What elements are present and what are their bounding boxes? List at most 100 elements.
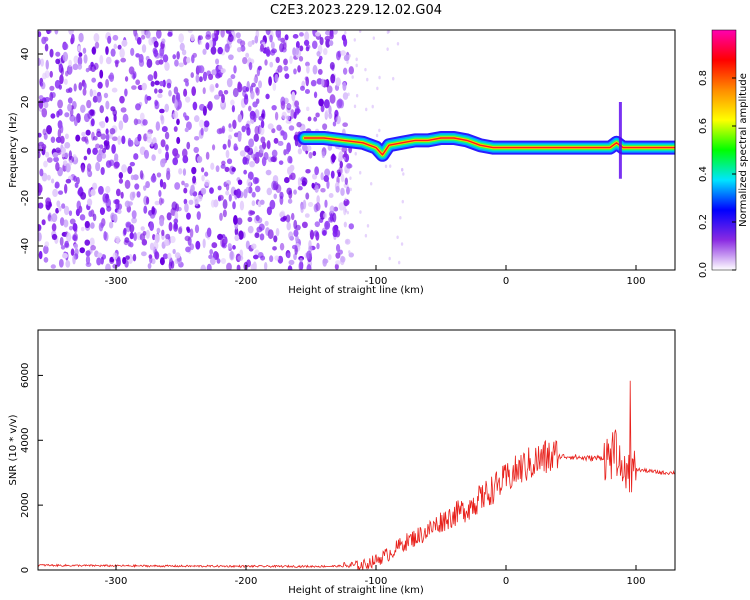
noise-speckle: [105, 128, 109, 135]
noise-speckle: [95, 161, 101, 172]
noise-speckle: [100, 256, 104, 265]
noise-speckle: [255, 151, 260, 158]
noise-speckle: [255, 215, 260, 222]
noise-speckle: [176, 118, 180, 126]
noise-speckle: [178, 168, 183, 175]
noise-speckle: [190, 72, 194, 79]
noise-speckle: [286, 221, 291, 231]
noise-speckle: [124, 200, 131, 208]
bottom-x-tick-label: 0: [503, 576, 509, 587]
noise-speckle: [293, 253, 297, 261]
noise-speckle: [90, 109, 96, 117]
noise-speckle: [299, 32, 304, 37]
noise-speckle: [100, 223, 105, 229]
noise-speckle: [89, 88, 93, 97]
noise-speckle: [260, 119, 265, 129]
noise-speckle: [96, 257, 102, 266]
top-x-axis-label: Height of straight line (km): [288, 285, 424, 296]
noise-speckle: [50, 136, 56, 144]
noise-speckle: [226, 262, 232, 270]
top-y-tick-label: 20: [20, 96, 31, 109]
noise-speckle: [74, 248, 79, 257]
noise-speckle: [38, 31, 42, 38]
noise-speckle: [162, 79, 166, 88]
noise-speckle: [274, 73, 279, 83]
noise-speckle: [288, 231, 294, 240]
noise-speckle: [353, 38, 356, 42]
noise-speckle: [113, 43, 118, 50]
colorbar-tick-label: 0.6: [698, 118, 709, 134]
noise-speckle: [123, 227, 127, 236]
noise-speckle: [67, 103, 72, 112]
noise-speckle: [306, 250, 312, 260]
noise-speckle: [337, 98, 343, 108]
noise-speckle: [273, 193, 278, 200]
noise-speckle: [92, 182, 98, 190]
noise-speckle: [157, 148, 162, 155]
noise-speckle: [165, 151, 169, 161]
noise-speckle: [206, 227, 212, 238]
noise-speckle: [115, 188, 121, 197]
noise-speckle: [330, 73, 336, 84]
noise-speckle: [219, 212, 223, 221]
noise-speckle: [154, 88, 158, 94]
noise-speckle: [142, 185, 147, 191]
noise-speckle: [110, 106, 116, 112]
noise-speckle: [140, 34, 146, 40]
noise-speckle: [146, 136, 153, 143]
noise-speckle: [338, 202, 345, 211]
noise-speckle: [324, 109, 329, 119]
noise-speckle: [196, 211, 201, 220]
noise-speckle: [143, 149, 150, 159]
noise-speckle: [333, 206, 339, 212]
noise-speckle: [181, 180, 185, 186]
noise-speckle: [206, 263, 212, 270]
noise-speckle: [316, 242, 320, 250]
noise-speckle: [246, 178, 252, 188]
noise-speckle: [284, 73, 290, 79]
noise-speckle: [55, 161, 60, 172]
noise-speckle: [82, 47, 87, 54]
noise-speckle: [160, 139, 166, 148]
noise-speckle: [77, 56, 83, 66]
noise-speckle: [162, 54, 169, 63]
noise-speckle: [60, 245, 66, 250]
noise-speckle: [221, 160, 226, 166]
noise-speckle: [291, 91, 296, 102]
noise-speckle: [60, 67, 65, 76]
noise-speckle: [131, 217, 137, 224]
noise-speckle: [154, 99, 159, 107]
noise-speckle: [347, 92, 350, 97]
noise-speckle: [215, 83, 219, 89]
noise-speckle: [217, 185, 222, 191]
noise-speckle: [96, 92, 102, 103]
noise-speckle: [224, 43, 230, 53]
noise-speckle: [166, 82, 172, 89]
noise-speckle: [269, 34, 273, 43]
noise-speckle: [50, 113, 56, 119]
noise-speckle: [263, 261, 268, 270]
noise-speckle: [92, 213, 97, 222]
noise-speckle: [171, 201, 178, 211]
noise-speckle: [371, 104, 374, 109]
noise-speckle: [400, 242, 404, 246]
colorbar-tick-label: 0.8: [698, 70, 709, 86]
noise-speckle: [364, 67, 367, 72]
noise-speckle: [121, 39, 128, 47]
noise-speckle: [166, 167, 171, 175]
noise-speckle: [118, 171, 124, 179]
noise-speckle: [306, 264, 312, 270]
noise-speckle: [43, 132, 48, 140]
noise-speckle: [290, 172, 296, 181]
top-y-tick-label: -20: [20, 190, 31, 206]
noise-speckle: [72, 63, 79, 71]
noise-speckle: [97, 81, 103, 89]
noise-speckle: [150, 80, 155, 87]
noise-speckle: [50, 178, 55, 184]
noise-speckle: [335, 244, 341, 253]
noise-speckle: [309, 229, 315, 240]
noise-speckle: [280, 37, 286, 43]
noise-speckle: [64, 141, 71, 149]
noise-speckle: [99, 69, 104, 79]
